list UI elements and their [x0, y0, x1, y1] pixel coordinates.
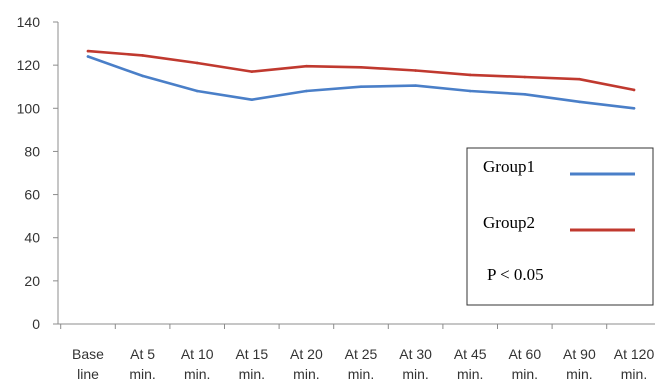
x-tick-label-line: At 15 — [235, 346, 268, 362]
y-tick-label: 100 — [17, 100, 41, 116]
data-point-group2 — [414, 69, 417, 72]
x-tick-label: At 30 min. — [399, 346, 432, 382]
data-point-group1 — [305, 89, 308, 93]
x-tick-label: At 10 min. — [181, 346, 214, 382]
y-tick-label: 80 — [24, 143, 40, 159]
data-point-group1 — [250, 98, 254, 101]
y-tick-label: 60 — [24, 187, 40, 203]
data-point-group2 — [195, 61, 199, 65]
x-tick-label: At 60 min. — [508, 346, 541, 382]
legend-note: P < 0.05 — [487, 265, 544, 284]
x-tick-label-line: line — [77, 366, 99, 382]
data-point-group2 — [250, 70, 254, 73]
x-tick-label-line: At 25 — [345, 346, 378, 362]
x-tick-label-line: At 60 — [508, 346, 541, 362]
legend-label: Group2 — [483, 213, 535, 232]
x-tick-label-line: min. — [129, 366, 155, 382]
legend-label: Group1 — [483, 157, 535, 176]
data-point-group2 — [305, 64, 308, 68]
y-tick-label: 140 — [17, 14, 41, 30]
x-tick-label-line: At 90 — [563, 346, 596, 362]
x-tick-label-line: min. — [566, 366, 592, 382]
data-point-group1 — [359, 85, 363, 89]
x-tick-label-line: min. — [184, 366, 210, 382]
x-tick-label-line: min. — [512, 366, 538, 382]
data-point-group2 — [468, 73, 472, 77]
data-point-group1 — [632, 106, 636, 110]
data-point-group1 — [578, 100, 581, 104]
data-point-group1 — [86, 55, 90, 58]
x-tick-label-line: min. — [348, 366, 374, 382]
x-tick-label: At 5 min. — [129, 346, 155, 382]
x-tick-label-line: At 5 — [130, 346, 155, 362]
x-tick-label-line: Base — [72, 346, 104, 362]
legend: Group1 Group2 P < 0.05 — [466, 147, 654, 306]
x-tick-label: At 45 min. — [454, 346, 487, 382]
x-tick-label-line: At 10 — [181, 346, 214, 362]
x-tick-label-line: min. — [239, 366, 265, 382]
data-point-group2 — [86, 49, 90, 53]
data-point-group1 — [414, 84, 417, 87]
series-line-group1 — [86, 55, 636, 110]
x-tick-label: At 120 min. — [614, 346, 655, 382]
x-tick-label-line: min. — [293, 366, 319, 382]
x-tick-label: At 25 min. — [345, 346, 378, 382]
x-tick-label-line: At 120 — [614, 346, 655, 362]
y-tick-label: 120 — [17, 57, 41, 73]
axes: 0 20 40 60 80 100 120 140 Base line At 5 min. At 10 m… — [17, 14, 655, 382]
x-tick-label-line: At 45 — [454, 346, 487, 362]
data-point-group2 — [141, 54, 144, 57]
x-tick-label-line: min. — [621, 366, 647, 382]
data-point-group1 — [195, 89, 199, 93]
x-tick-label-line: At 20 — [290, 346, 323, 362]
x-tick-label-line: At 30 — [399, 346, 432, 362]
data-point-group1 — [141, 74, 144, 78]
x-tick-label: At 20 min. — [290, 346, 323, 382]
data-point-group1 — [468, 89, 472, 93]
data-point-group2 — [632, 88, 636, 92]
x-tick-label-line: min. — [402, 366, 428, 382]
y-tick-label: 20 — [24, 273, 40, 289]
y-tick-label: 0 — [32, 316, 40, 332]
y-tick-label: 40 — [24, 230, 40, 246]
data-point-group2 — [578, 77, 581, 81]
data-point-group2 — [523, 75, 527, 79]
x-tick-label: At 90 min. — [563, 346, 596, 382]
series-lines — [86, 49, 636, 110]
x-tick-label-line: min. — [457, 366, 483, 382]
data-point-group1 — [523, 92, 527, 96]
data-point-group2 — [359, 66, 363, 69]
x-tick-label: Base line — [72, 346, 104, 382]
x-tick-label: At 15 min. — [235, 346, 268, 382]
